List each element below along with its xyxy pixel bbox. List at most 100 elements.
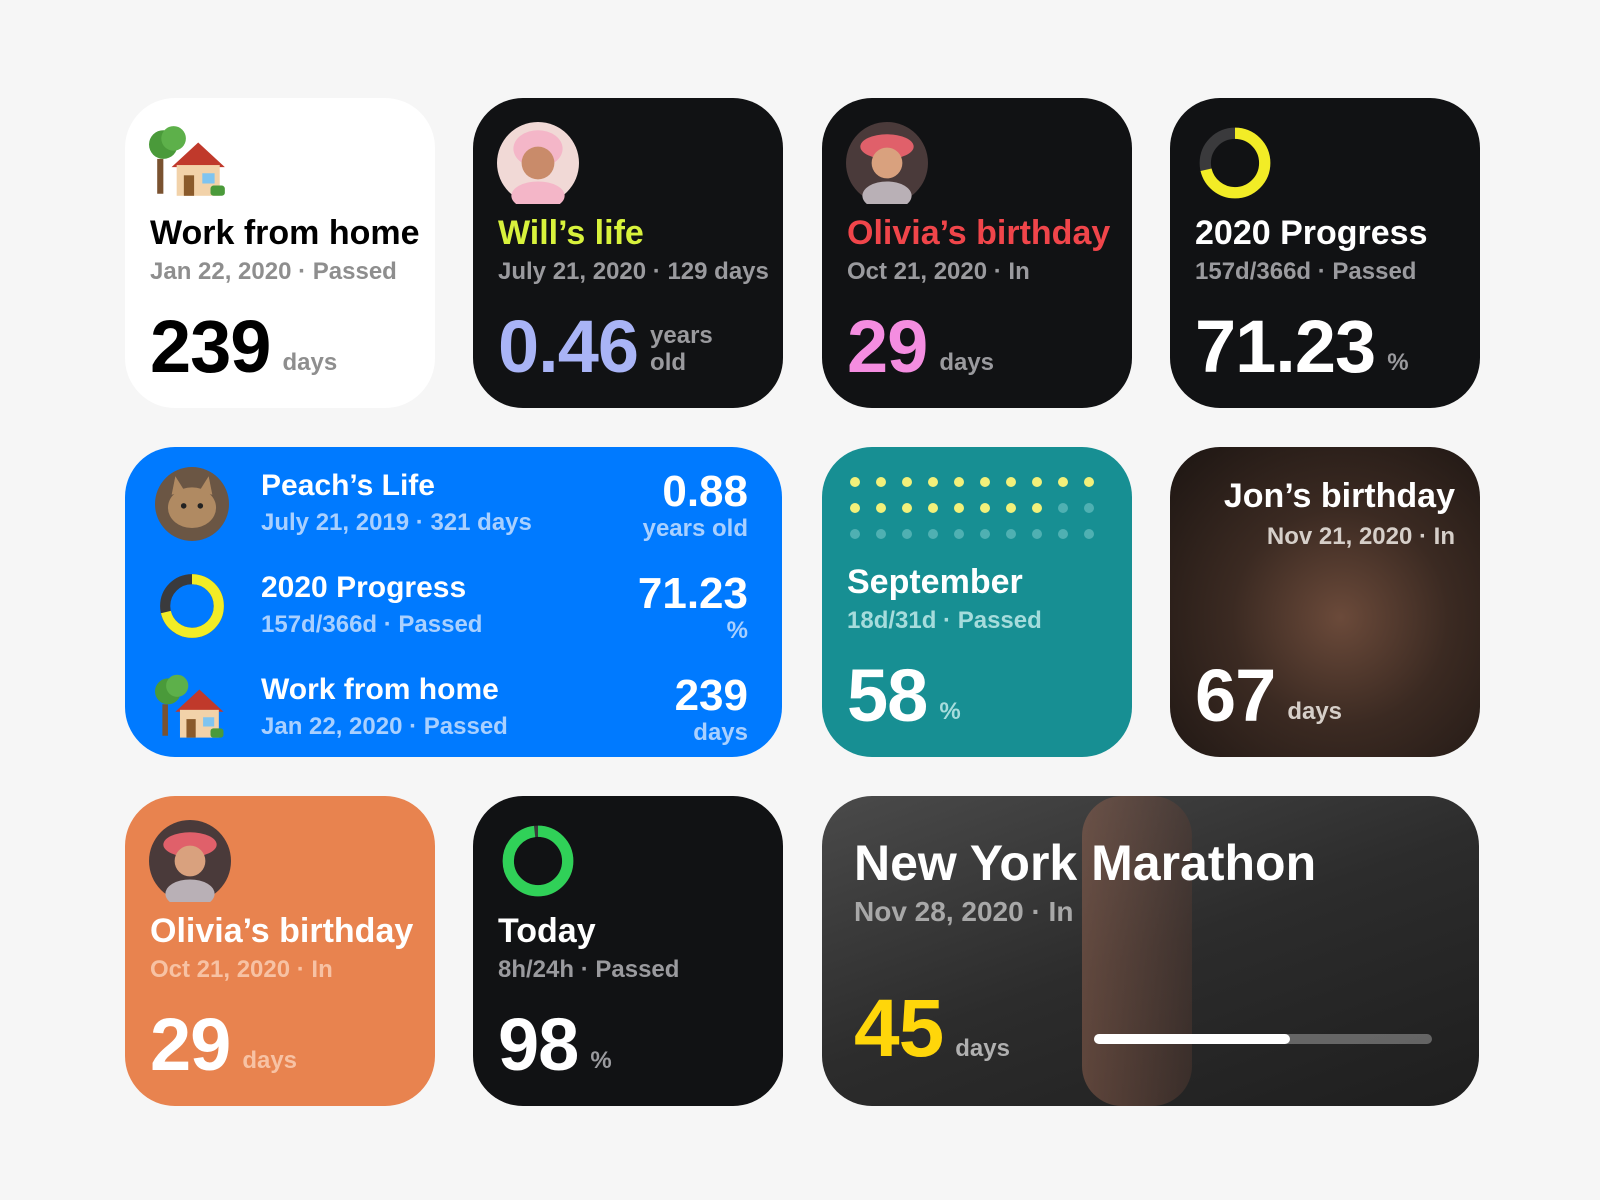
row-unit: % xyxy=(726,617,748,644)
day-dot xyxy=(980,477,990,487)
month-dots xyxy=(850,477,1110,557)
widget-unit: % xyxy=(939,697,961,725)
widget-subtitle: Nov 28, 2020 · In xyxy=(854,896,1074,927)
widget-title: New York Marathon xyxy=(854,835,1317,891)
list-row: 2020 Progress 157d/366d · Passed 71.23% xyxy=(125,555,782,655)
value-row: 58% xyxy=(847,653,961,737)
photo-legs xyxy=(1082,796,1192,1106)
row-subtitle: July 21, 2019 · 321 days xyxy=(261,509,532,536)
day-dot xyxy=(850,477,860,487)
ring-arc xyxy=(160,574,224,638)
widget-title: September xyxy=(847,563,1023,601)
widget-subtitle: 8h/24h · Passed xyxy=(498,956,680,983)
widget-title: Will’s life xyxy=(498,214,644,252)
day-dot xyxy=(928,477,938,487)
day-dot xyxy=(876,503,886,513)
day-dot xyxy=(954,529,964,539)
row-unit: days xyxy=(693,719,748,746)
day-dot xyxy=(1032,477,1042,487)
day-dot xyxy=(928,503,938,513)
widget-title: Olivia’s birthday xyxy=(847,214,1111,252)
widget-icon xyxy=(497,820,579,902)
widget-title: 2020 Progress xyxy=(1195,214,1428,252)
day-dot xyxy=(850,503,860,513)
widget-value: 0.46 xyxy=(498,304,639,388)
widget-value: 58 xyxy=(847,653,928,737)
value-row: 98% xyxy=(498,1002,612,1086)
value-row: 239 days xyxy=(150,304,337,388)
avatar xyxy=(846,122,928,211)
value-row: 29 days xyxy=(150,1002,297,1086)
list-row: Work from home Jan 22, 2020 · Passed 239 da… xyxy=(125,657,782,757)
day-dot xyxy=(902,503,912,513)
widget-icon xyxy=(149,122,231,204)
row-value: 71.23 xyxy=(637,569,748,618)
widget-title: Jon’s birthday xyxy=(1223,477,1455,515)
day-dot xyxy=(1032,503,1042,513)
house-icon xyxy=(155,674,224,738)
day-dot xyxy=(1058,503,1068,513)
day-dot xyxy=(1006,529,1016,539)
widget-icon xyxy=(149,820,231,909)
widget-title: Today xyxy=(498,912,596,950)
progress-fill xyxy=(1094,1034,1291,1044)
avatar xyxy=(149,820,231,909)
day-dot xyxy=(1006,503,1016,513)
value-row: 45 days xyxy=(854,983,1010,1075)
widget-title: Olivia’s birthday xyxy=(150,912,414,950)
widget-unit: days xyxy=(955,1034,1010,1062)
widget-value: 45 xyxy=(854,983,944,1075)
widget-card: Work from home Jan 22, 2020 · Passed 239 da… xyxy=(125,98,435,408)
row-title: Peach’s Life xyxy=(261,469,435,502)
widget-icon xyxy=(1194,122,1276,204)
day-dot xyxy=(876,477,886,487)
value-row: 0.46 years old xyxy=(498,304,720,388)
row-icon xyxy=(155,569,229,643)
day-dot xyxy=(1058,477,1068,487)
widget-card: Olivia’s birthday Oct 21, 2020 · In 29 days xyxy=(822,98,1132,408)
progress-track xyxy=(1094,1034,1432,1044)
widget-value: 71.23 xyxy=(1195,304,1376,388)
ring-arc xyxy=(502,825,574,897)
day-dot xyxy=(902,529,912,539)
day-dot xyxy=(876,529,886,539)
row-unit: years old xyxy=(642,515,748,542)
widget-unit: years old xyxy=(650,322,713,376)
widget-subtitle: Oct 21, 2020 · In xyxy=(847,258,1030,285)
widget-card: Olivia’s birthday Oct 21, 2020 · In 29 days xyxy=(125,796,435,1106)
row-subtitle: 157d/366d · Passed xyxy=(261,611,483,638)
widget-value: 239 xyxy=(150,304,271,388)
list-row: Peach’s Life July 21, 2019 · 321 days 0.88… xyxy=(125,453,782,553)
marathon-widget: New York Marathon Nov 28, 2020 · In 45 days xyxy=(822,796,1479,1106)
avatar xyxy=(497,122,579,211)
day-dot xyxy=(1058,529,1068,539)
widget-card: September 18d/31d · Passed 58% xyxy=(822,447,1132,757)
list-widget: Peach’s Life July 21, 2019 · 321 days 0.88… xyxy=(125,447,782,757)
widget-card: Jon’s birthday Nov 21, 2020 · In 67 days xyxy=(1170,447,1480,757)
day-dot xyxy=(1084,477,1094,487)
day-dot xyxy=(1032,529,1042,539)
day-dot xyxy=(1084,503,1094,513)
widget-value: 29 xyxy=(847,304,928,388)
row-title: Work from home xyxy=(261,673,499,706)
widget-subtitle: 18d/31d · Passed xyxy=(847,607,1042,634)
row-subtitle: Jan 22, 2020 · Passed xyxy=(261,713,508,740)
row-icon xyxy=(155,467,229,541)
widget-card: Today 8h/24h · Passed 98% xyxy=(473,796,783,1106)
widget-value: 29 xyxy=(150,1002,231,1086)
avatar xyxy=(155,467,229,541)
day-dot xyxy=(980,529,990,539)
value-row: 71.23% xyxy=(1195,304,1409,388)
ring-arc xyxy=(1199,127,1271,199)
day-dot xyxy=(1084,529,1094,539)
widget-value: 98 xyxy=(498,1002,579,1086)
widget-subtitle: Jan 22, 2020 · Passed xyxy=(150,258,397,285)
widget-unit: % xyxy=(590,1046,612,1074)
widget-subtitle: Oct 21, 2020 · In xyxy=(150,956,333,983)
day-dot xyxy=(902,477,912,487)
day-dot xyxy=(1006,477,1016,487)
value-row: 67 days xyxy=(1195,658,1342,732)
widget-subtitle: 157d/366d · Passed xyxy=(1195,258,1417,285)
widget-title: Work from home xyxy=(150,214,420,252)
